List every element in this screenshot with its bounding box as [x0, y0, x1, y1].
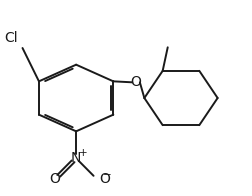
Text: O: O [99, 172, 109, 186]
Text: −: − [102, 170, 111, 181]
Text: O: O [49, 172, 60, 186]
Text: +: + [79, 148, 87, 159]
Text: Cl: Cl [4, 31, 17, 45]
Text: O: O [130, 75, 141, 89]
Text: N: N [71, 151, 81, 165]
